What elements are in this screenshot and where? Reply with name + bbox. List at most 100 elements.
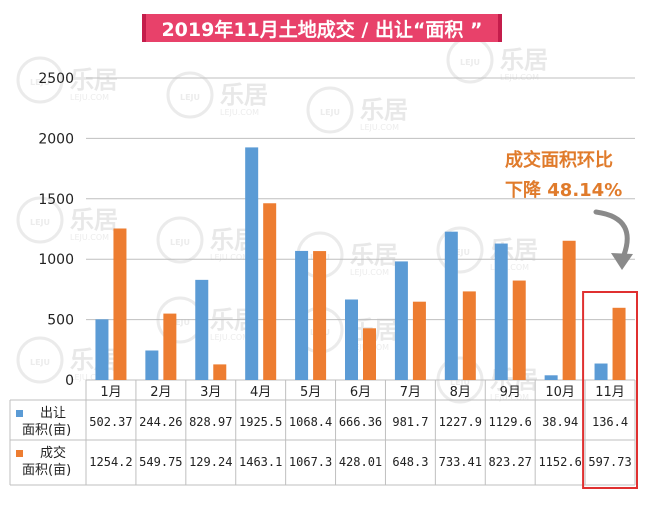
bar-series-b	[462, 291, 476, 380]
legend-swatch	[16, 410, 23, 417]
watermark-logo-text: LEJU	[170, 318, 190, 327]
x-tick-label: 8月	[450, 385, 471, 400]
watermark-logo-text: LEJU	[320, 108, 340, 117]
callout-text: 成交面积环比 下降 48.14%	[505, 146, 622, 206]
table-row-label: 面积(亩)	[22, 422, 71, 438]
bar-series-a	[95, 319, 109, 380]
table-row-label: 面积(亩)	[22, 462, 71, 478]
watermark-logo-text: LEJU	[450, 248, 470, 257]
callout-arrowhead-icon	[611, 253, 633, 270]
bar-series-a	[195, 279, 209, 380]
watermark-brand: 乐居	[70, 206, 118, 234]
watermark-logo-text: LEJU	[30, 358, 50, 367]
table-cell: 1254.2	[89, 455, 132, 469]
watermark-domain: LEJU.COM	[210, 333, 249, 342]
bar-series-b	[562, 240, 576, 380]
x-tick-label: 10月	[545, 385, 575, 400]
bar-series-b	[263, 203, 277, 380]
table-cell: 823.27	[489, 455, 532, 469]
watermark-logo-icon	[16, 336, 64, 384]
watermark-domain: LEJU.COM	[70, 93, 109, 102]
watermark-domain: LEJU.COM	[490, 393, 529, 402]
callout-arrow-icon	[593, 209, 630, 263]
y-tick-label: 2500	[38, 71, 74, 87]
watermark-logo-text: LEJU	[30, 218, 50, 227]
bar-series-a	[295, 250, 309, 380]
watermark-brand: 乐居	[70, 346, 118, 374]
y-tick-label: 1000	[38, 252, 74, 268]
table-cell: 428.01	[339, 455, 382, 469]
y-tick-label: 2000	[38, 131, 74, 147]
table-cell: 666.36	[339, 415, 382, 429]
table-cell: 502.37	[89, 415, 132, 429]
bar-series-a	[444, 231, 458, 380]
y-tick-label: 500	[47, 313, 74, 329]
watermark-brand: 乐居	[70, 66, 118, 94]
watermark-logo-text: LEJU	[180, 93, 200, 102]
watermark-domain: LEJU.COM	[210, 253, 249, 262]
table-cell: 648.3	[392, 455, 428, 469]
bar-series-b	[612, 307, 626, 380]
watermark-logo-text: LEJU	[450, 378, 470, 387]
y-tick-label: 1500	[38, 192, 74, 208]
x-tick-label: 7月	[400, 385, 421, 400]
bar-series-a	[245, 147, 259, 380]
table-cell: 981.7	[392, 415, 428, 429]
callout-line2: 下降 48.14%	[505, 180, 623, 201]
callout-line1: 成交面积环比	[505, 150, 613, 171]
bar-series-b	[113, 228, 127, 380]
x-tick-label: 2月	[150, 385, 171, 400]
bar-series-b	[213, 364, 227, 380]
table-cell: 1152.6	[538, 455, 581, 469]
watermark-logo-icon	[306, 86, 354, 134]
x-tick-label: 9月	[500, 385, 521, 400]
table-cell: 136.4	[592, 415, 628, 429]
chart-title: 2019年11月土地成交 / 出让“面积 ”	[142, 14, 502, 42]
table-cell: 129.24	[189, 455, 232, 469]
bar-series-a	[594, 363, 608, 380]
bar-series-a	[345, 299, 358, 380]
watermark-domain: LEJU.COM	[360, 123, 399, 132]
table-row-label: 出让	[40, 406, 66, 421]
table-cell: 549.75	[139, 455, 182, 469]
watermark-brand: 乐居	[360, 96, 408, 124]
x-tick-label: 6月	[350, 385, 371, 400]
watermark-domain: LEJU.COM	[220, 108, 259, 117]
watermark-logo-icon	[16, 56, 64, 104]
table-cell: 38.94	[542, 415, 578, 429]
bar-series-b	[512, 280, 526, 380]
bar-series-b	[163, 313, 177, 380]
table-cell: 1463.1	[239, 455, 282, 469]
bar-series-a	[145, 350, 159, 380]
x-tick-label: 1月	[100, 385, 121, 400]
table-cell: 1067.3	[289, 455, 332, 469]
bar-series-b	[363, 328, 376, 380]
legend-swatch	[16, 450, 23, 457]
watermark-brand: 乐居	[350, 241, 398, 269]
bar-series-a	[394, 261, 408, 380]
watermark-brand: 乐居	[500, 46, 548, 74]
watermark-logo-icon	[156, 216, 204, 264]
watermark-domain: LEJU.COM	[350, 268, 389, 277]
y-tick-label: 0	[65, 373, 74, 389]
watermark-logo-icon	[436, 226, 484, 274]
table-cell: 244.26	[139, 415, 182, 429]
x-tick-label: 4月	[250, 385, 271, 400]
table-cell: 597.73	[588, 455, 631, 469]
watermark-domain: LEJU.COM	[70, 373, 109, 382]
table-cell: 1129.6	[489, 415, 532, 429]
watermark-logo-icon	[16, 196, 64, 244]
watermark-logo-text: LEJU	[460, 58, 480, 67]
bar-series-a	[544, 375, 558, 380]
x-tick-label: 3月	[200, 385, 221, 400]
table-cell: 828.97	[189, 415, 232, 429]
x-tick-label: 5月	[300, 385, 321, 400]
watermark-brand: 乐居	[220, 81, 268, 109]
bar-series-b	[313, 251, 327, 380]
table-row-label: 成交	[40, 445, 66, 461]
watermark-logo-text: LEJU	[170, 238, 190, 247]
watermark-logo-text: LEJU	[30, 78, 50, 87]
table-cell: 1227.9	[439, 415, 482, 429]
table-cell: 1068.4	[289, 415, 332, 429]
